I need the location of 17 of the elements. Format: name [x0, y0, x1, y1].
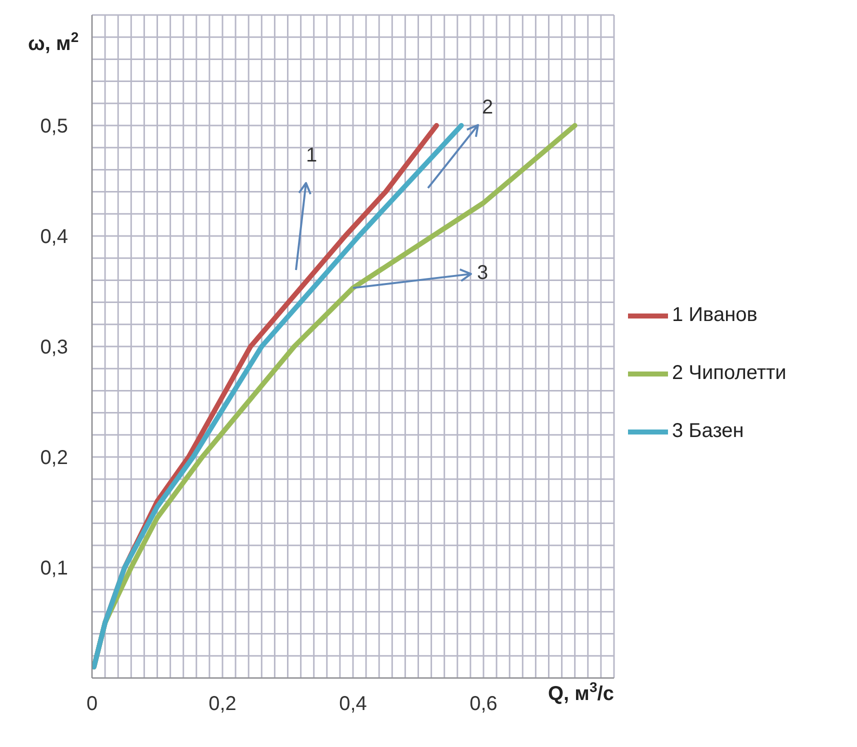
annotation: 3 [477, 262, 488, 284]
x-axis-title: Q, м$^{3}$/с [548, 679, 614, 705]
legend-label: 3 Базен [672, 420, 744, 442]
x-tick-label: 0,6 [470, 693, 498, 716]
y-tick-label: 0,5 [40, 116, 68, 138]
annotation: 2 [482, 96, 494, 118]
x-tick-label: 0,4 [339, 693, 367, 716]
legend-label: 1 Иванов [672, 304, 758, 326]
legend-label: 2 Чиполетти [672, 362, 786, 384]
y-tick-label: 0,2 [40, 447, 68, 470]
x-tick-label: 0 [86, 693, 98, 716]
x-tick-label: 0,2 [208, 693, 236, 716]
y-tick-label: 0,3 [40, 336, 68, 359]
y-axis-title: ω, м$^{2}$ [28, 29, 79, 55]
y-tick-label: 0,1 [40, 558, 68, 580]
annotation: 1 [306, 144, 318, 166]
y-tick-label: 0,4 [40, 226, 68, 248]
